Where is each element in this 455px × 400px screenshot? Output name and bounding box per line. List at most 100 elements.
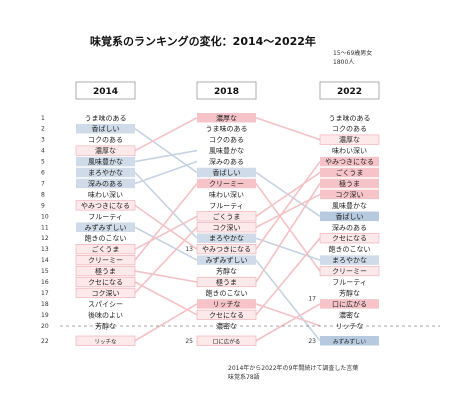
rank-number: 11	[41, 224, 49, 231]
cell-label: 口に広がる	[332, 299, 367, 308]
connector-line	[255, 161, 321, 250]
rank-number: 6	[41, 170, 45, 177]
cell-label: みずみずしい	[85, 223, 127, 232]
cell-label: うま味のある	[85, 113, 127, 122]
cell-background	[319, 265, 380, 277]
cell-background	[196, 244, 257, 255]
footnote-line-1: 2014年から2022年の9年間続けて調査した言葉	[228, 364, 358, 372]
cell-label: まろやかな	[332, 257, 367, 265]
connector-line	[255, 303, 321, 327]
rank-number: 3	[41, 137, 45, 144]
connector-line	[255, 171, 321, 217]
year-header-box	[319, 81, 380, 100]
cell-label: 濃密な	[339, 310, 360, 319]
cell-background	[76, 222, 135, 232]
cell-label: 後味のよい	[88, 310, 123, 319]
rank-number: 18	[41, 301, 49, 308]
cell-label: みずみずしい	[333, 337, 367, 345]
rank-number: 1	[41, 115, 45, 122]
cell-label: 香ばしい	[92, 124, 120, 133]
cell-label: コク深い	[213, 223, 241, 232]
connector-line	[134, 182, 198, 261]
cell-label: コクのある	[332, 125, 367, 133]
rank-number: 2	[41, 126, 45, 133]
cell-background	[197, 167, 256, 178]
cell-label: コク深い	[92, 288, 120, 297]
year-header-box	[75, 81, 136, 100]
cell-background	[320, 167, 379, 178]
cell-background	[197, 299, 256, 309]
cell-label: まろやかな	[209, 235, 244, 243]
cell-label: みずみずしい	[206, 256, 248, 265]
cell-label: クリーミー	[88, 257, 123, 265]
cell-label: 風味豊かな	[209, 146, 244, 155]
cell-label: まろやかな	[88, 169, 123, 177]
connector-line	[255, 182, 321, 272]
cell-background	[75, 244, 136, 255]
ranking-cells: うま味のある香ばしいコクのある濃厚な風味豊かなまろやかな深みのある味わい深いやみ…	[75, 113, 380, 346]
cell-label: クリーミー	[209, 180, 244, 188]
connector-line	[134, 160, 198, 185]
cell-label: 深みのある	[332, 223, 367, 232]
cell-label: うま味のある	[206, 124, 248, 133]
cell-label: クセになる	[88, 279, 123, 287]
connector-line	[134, 128, 198, 174]
cell-label: 深みのある	[88, 179, 123, 188]
connector-line	[255, 237, 321, 316]
connector-line	[134, 204, 198, 250]
sample-note-count: 1800人	[333, 59, 354, 66]
rank-number: 8	[41, 191, 45, 198]
cell-label: スパイシー	[88, 300, 123, 308]
cell-label: 香ばしい	[336, 212, 364, 221]
cell-label: 風味豊かな	[332, 201, 367, 210]
cell-label: ごくうま	[92, 245, 120, 254]
cell-label: 口に広がる	[213, 337, 241, 345]
cell-label: コクのある	[209, 136, 244, 144]
cell-background	[196, 222, 257, 233]
cell-label: 香ばしい	[213, 168, 241, 177]
side-rank-label: 17	[308, 295, 316, 302]
cell-background	[75, 145, 136, 156]
footnote-line-2: 味覚系78語	[228, 373, 260, 381]
cell-background	[320, 189, 379, 200]
cell-background	[76, 167, 135, 178]
side-rank-label: 23	[308, 338, 316, 345]
cell-label: やみつきになる	[202, 246, 251, 254]
cell-label: 飽きのこない	[85, 234, 127, 243]
rank-number: 4	[41, 148, 45, 155]
cell-background	[75, 200, 136, 211]
connector-line	[255, 237, 321, 261]
cell-background	[196, 335, 257, 346]
cell-background	[75, 287, 136, 299]
side-rank-label: 13	[185, 246, 193, 253]
cell-background	[196, 309, 257, 320]
cell-label: うま味のある	[329, 113, 371, 122]
cell-label: 味わい深い	[332, 146, 367, 155]
connector-line	[255, 303, 321, 342]
cell-label: 飽きのこない	[206, 288, 248, 297]
rank-number: 20	[41, 323, 49, 330]
cell-background	[76, 178, 135, 189]
cell-label: 芳醇な	[339, 288, 360, 297]
cell-background	[75, 265, 136, 277]
connector-line	[134, 270, 198, 283]
cell-label: 飽きのこない	[329, 245, 371, 254]
cell-background	[197, 233, 256, 243]
connector-line	[134, 171, 198, 239]
cell-background	[196, 276, 257, 288]
cell-background	[76, 123, 135, 134]
rank-number: 19	[41, 312, 49, 319]
cell-background	[320, 336, 379, 346]
cell-label: クセになる	[332, 235, 367, 243]
connector-line	[134, 226, 198, 261]
cell-label: 濃密な	[216, 321, 237, 330]
connector-lines	[134, 116, 321, 342]
cell-label: やみつきになる	[325, 158, 374, 166]
cell-label: 濃厚な	[216, 113, 237, 122]
rank-number: 17	[41, 290, 49, 297]
cell-label: クセになる	[209, 311, 244, 319]
cell-label: ごくうま	[336, 168, 364, 177]
year-header: 2014	[93, 87, 118, 97]
connector-line	[255, 183, 321, 283]
